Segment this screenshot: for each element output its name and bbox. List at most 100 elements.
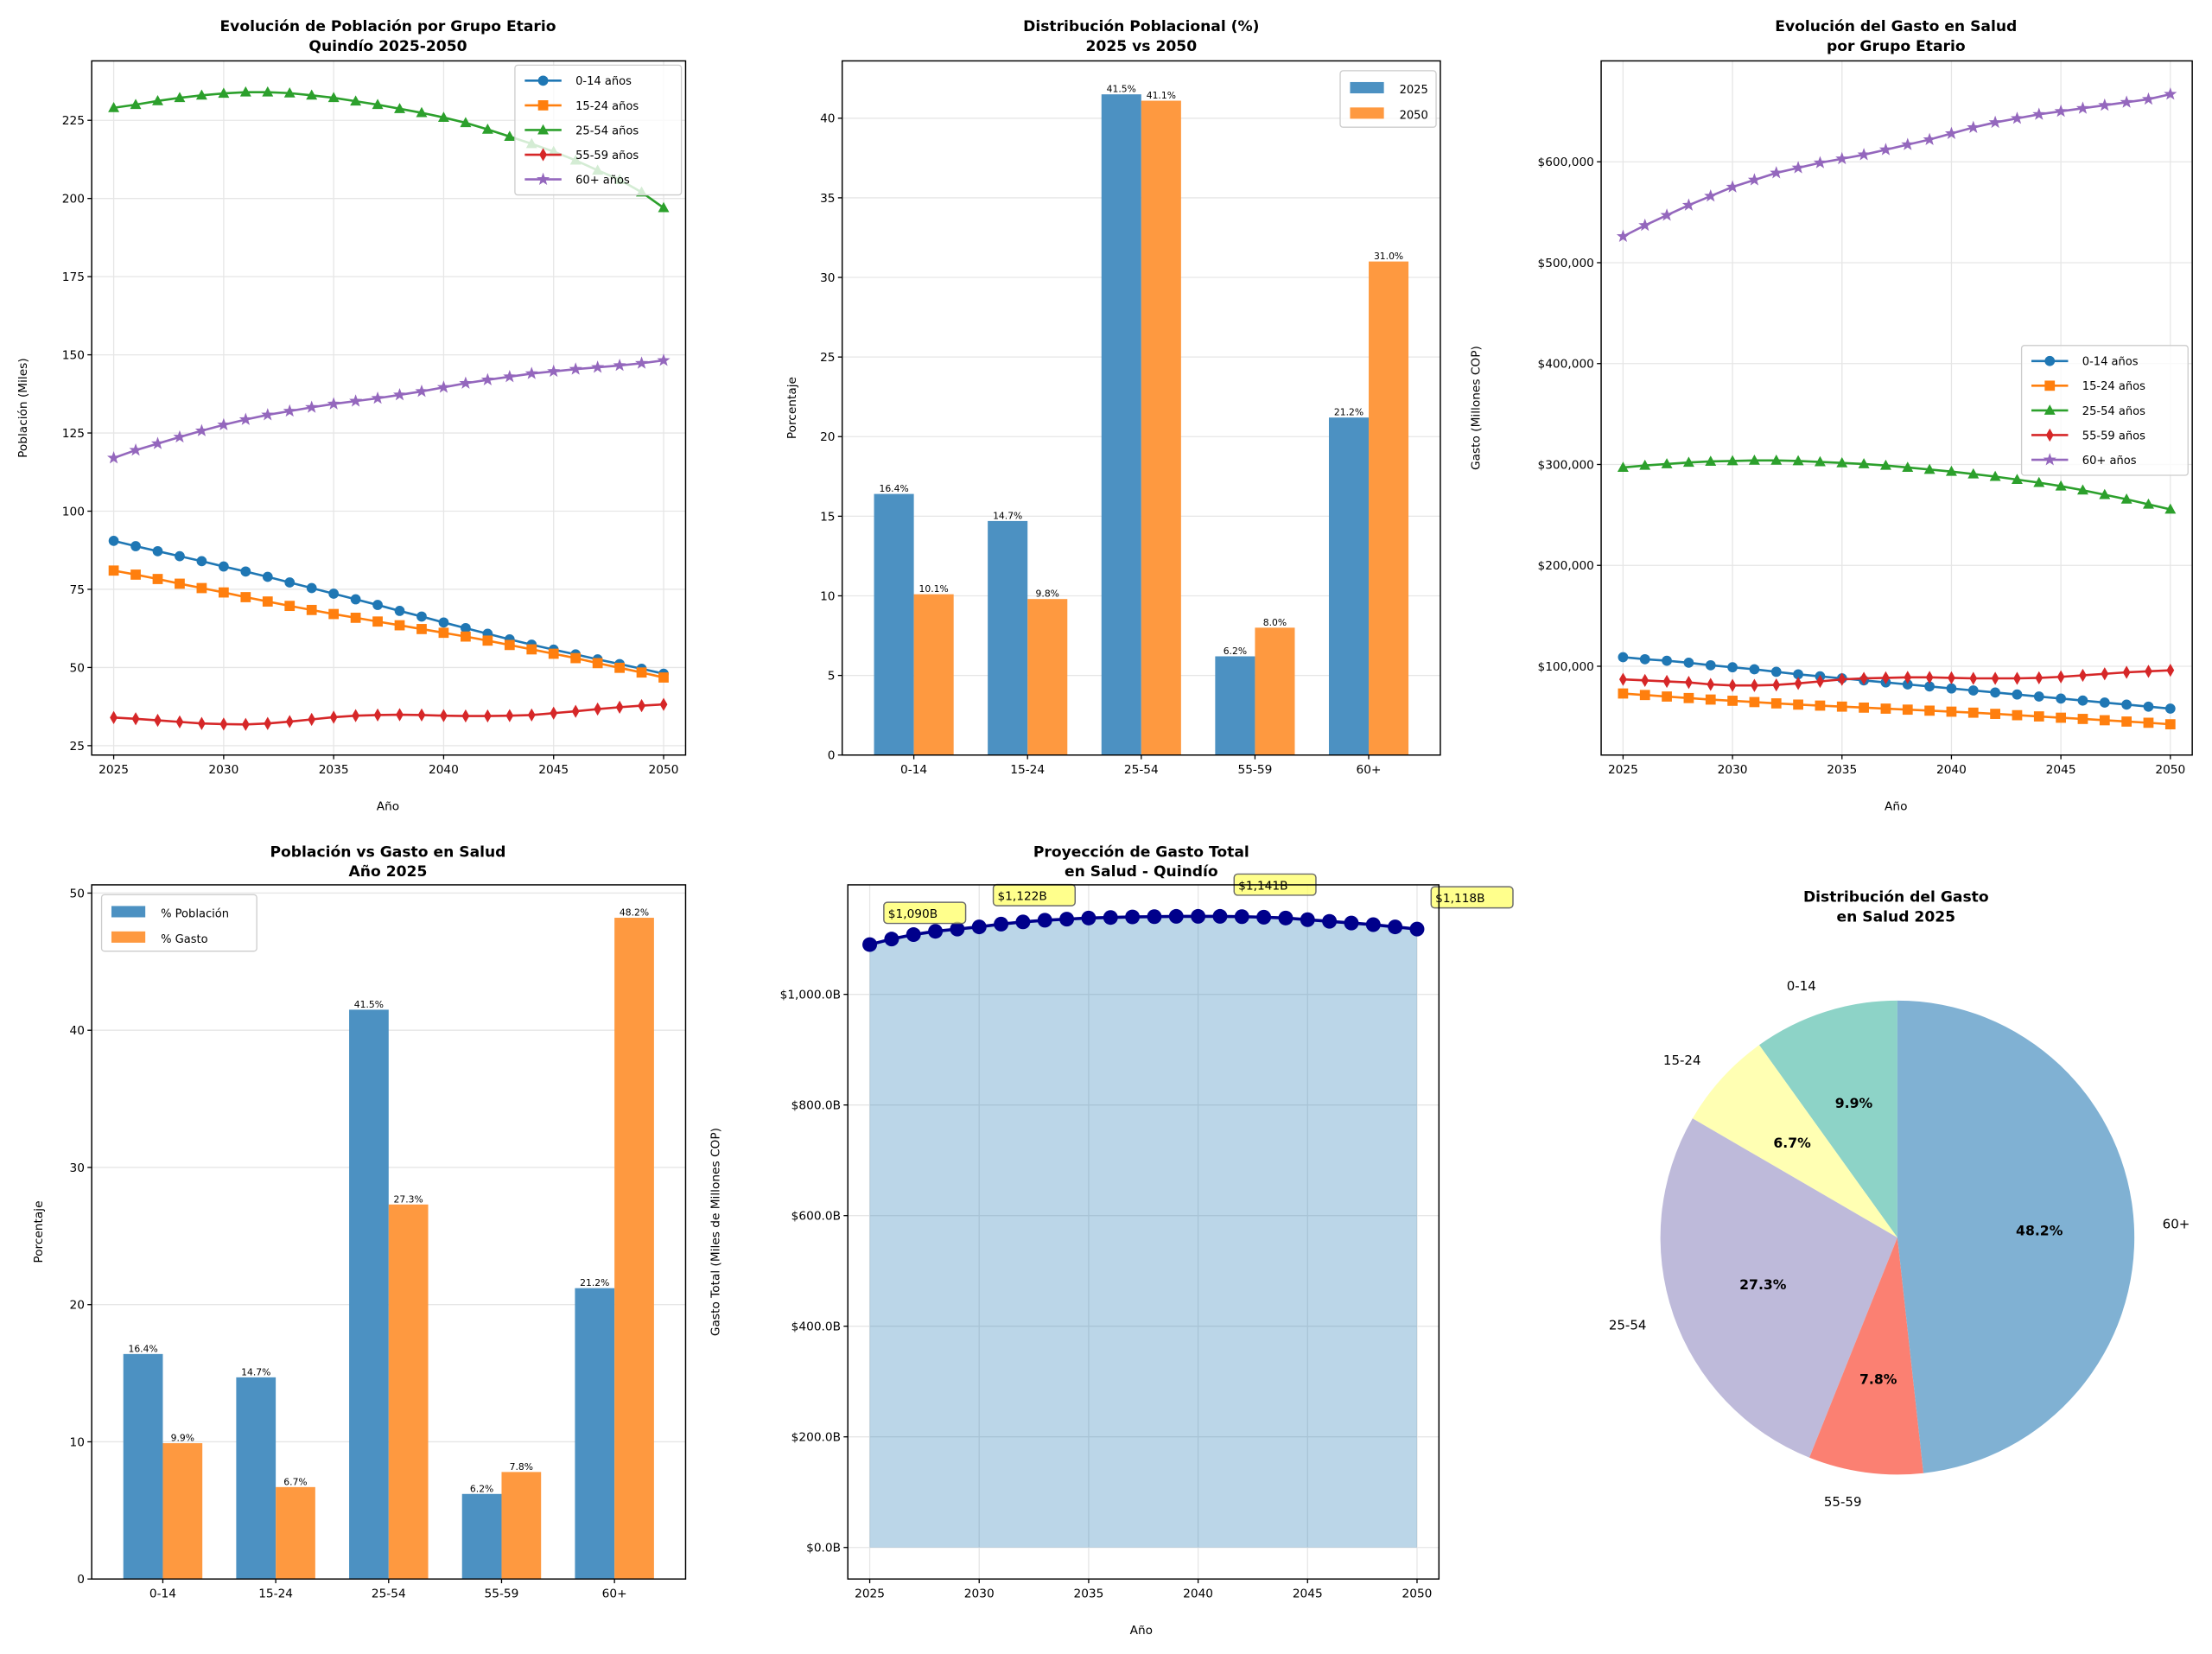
legend-swatch — [111, 906, 146, 918]
annotation-label: $1,118B — [1435, 892, 1484, 906]
bar-value-label: 21.2% — [1334, 407, 1363, 418]
bar-value-label: 16.4% — [879, 483, 908, 494]
bar — [1328, 417, 1370, 755]
data-point — [1816, 674, 1824, 689]
data-point — [1923, 463, 1936, 474]
data-point — [196, 556, 207, 567]
data-point — [1989, 470, 2001, 481]
bar-value-label: 16.4% — [128, 1343, 157, 1354]
data-point — [1168, 908, 1184, 924]
legend-label: 0-14 años — [2082, 356, 2139, 369]
data-point — [1409, 921, 1425, 937]
data-point — [440, 709, 448, 722]
series-2025: 16.4% 14.7% 41.5% 6.2% 21.2% — [874, 84, 1370, 755]
panel-poblacion: Evolución de Población por Grupo Etario … — [16, 18, 687, 813]
y-tick-label: 40 — [820, 112, 835, 126]
plot-area: 0 10 20 30 40 50 16.4% 14.7% 41.5% 6.2% 21.2% 9.9% 6… — [70, 884, 687, 1600]
y-tick-label: $300,000 — [1538, 458, 1594, 472]
data-point — [658, 201, 670, 213]
data-point — [1813, 156, 1827, 169]
legend-item: 60+ años — [2031, 453, 2137, 468]
bar — [349, 1009, 389, 1580]
series-line — [1623, 459, 2171, 511]
data-point — [592, 658, 603, 669]
y-tick-label: 200 — [62, 193, 85, 207]
data-point — [1882, 671, 1890, 685]
data-point — [1618, 672, 1627, 686]
data-point — [1967, 707, 1979, 718]
legend-label: 15-24 años — [575, 100, 639, 113]
legend-label: 55-59 años — [2082, 429, 2145, 442]
data-point — [2164, 719, 2176, 730]
data-point — [1857, 148, 1871, 161]
data-point — [305, 400, 319, 413]
data-point — [2013, 671, 2021, 685]
data-point — [1747, 173, 1761, 186]
data-point — [594, 702, 602, 716]
data-point — [261, 408, 275, 421]
legend-label: 60+ años — [575, 175, 630, 188]
data-point — [1792, 455, 1804, 466]
pie-slice-25-54: 27.3% 25-54 — [1609, 1118, 1897, 1458]
legend: 0-14 años 15-24 años 25-54 años 55-59 años 6… — [2020, 345, 2189, 476]
data-point — [1793, 699, 1803, 710]
data-point — [1727, 696, 1738, 706]
data-point — [438, 617, 449, 628]
data-point — [994, 916, 1009, 932]
y-tick-label: 30 — [820, 271, 835, 285]
series--gasto: 9.9% 6.7% 27.3% 7.8% 48.2% — [162, 907, 654, 1580]
data-point — [2033, 476, 2045, 487]
x-tick-label: 25-54 — [372, 1587, 406, 1600]
y-tick-label: 50 — [70, 661, 85, 675]
x-tick-label: 2045 — [538, 763, 569, 777]
legend-marker — [539, 148, 547, 162]
data-point — [2012, 709, 2023, 721]
data-point — [1924, 705, 1935, 716]
data-point — [2164, 703, 2176, 714]
legend-label: % Población — [161, 907, 229, 920]
series--poblaci-n: 16.4% 14.7% 41.5% 6.2% 21.2% — [123, 999, 615, 1580]
data-point — [2035, 671, 2044, 685]
y-tick-label: 225 — [62, 114, 85, 128]
data-point — [1388, 919, 1403, 935]
pie-wedge — [1692, 1045, 1897, 1238]
legend-marker — [537, 100, 549, 111]
y-tick-label: 35 — [820, 192, 835, 206]
legend-item: 25-54 años — [524, 124, 639, 137]
y-tick-label: 125 — [62, 427, 85, 441]
data-point — [1639, 459, 1651, 470]
data-point — [1923, 132, 1936, 145]
bar-value-label: 6.2% — [470, 1483, 493, 1494]
data-point — [570, 652, 582, 664]
data-point — [2120, 95, 2133, 108]
y-tick-label: 20 — [820, 430, 835, 444]
data-point — [1770, 666, 1782, 678]
data-point — [1878, 143, 1892, 156]
pie-pct-label: 7.8% — [1859, 1371, 1897, 1388]
data-point — [1749, 697, 1760, 708]
data-point — [437, 111, 449, 122]
legend-marker — [2044, 404, 2056, 415]
data-point — [591, 360, 605, 373]
data-point — [1726, 180, 1739, 193]
legend-item: 15-24 años — [524, 100, 639, 113]
data-point — [1791, 161, 1805, 174]
data-point — [392, 387, 407, 401]
data-point — [130, 99, 142, 110]
pie-pct-label: 6.7% — [1773, 1135, 1811, 1151]
data-point — [2099, 697, 2110, 708]
x-tick-label: 2045 — [2046, 763, 2076, 777]
pie-wedge — [1809, 1237, 1924, 1475]
data-point — [461, 631, 471, 642]
annotation-label: $1,122B — [997, 890, 1046, 904]
data-point — [218, 561, 229, 572]
panel-pie-gasto: Distribución del Gasto en Salud 2025 9.9… — [1609, 889, 2190, 1510]
annotation-box — [883, 901, 967, 925]
data-point — [1990, 709, 2000, 719]
pie-category-label: 60+ — [2163, 1217, 2190, 1232]
data-point — [480, 372, 494, 385]
data-point — [2055, 480, 2067, 491]
bar-value-label: 31.0% — [1374, 251, 1403, 262]
data-point — [1948, 671, 1955, 685]
data-point — [1707, 678, 1715, 691]
